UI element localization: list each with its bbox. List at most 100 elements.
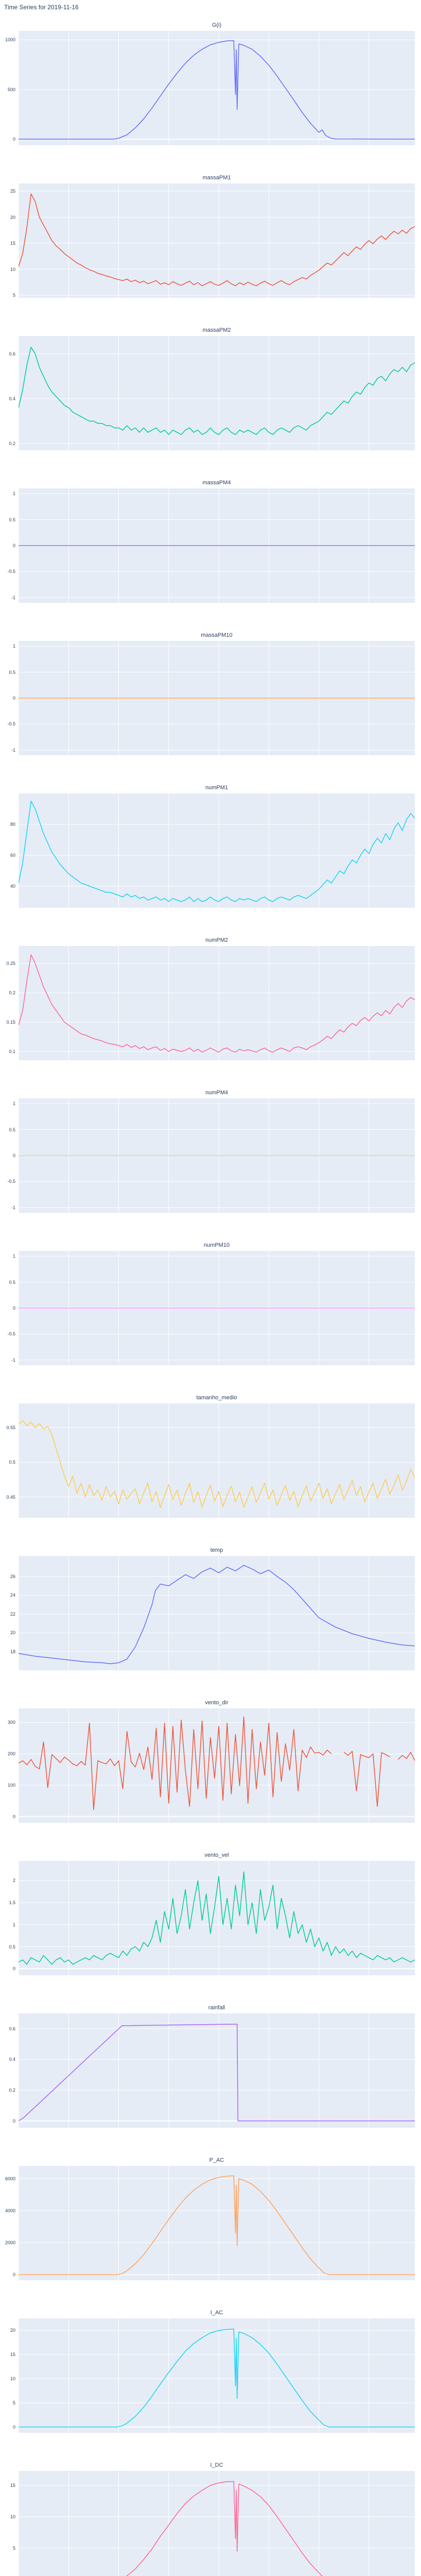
series-line bbox=[19, 193, 415, 286]
subplot-massaPM10: massaPM10 1 0.5 0 -0.5 -1 bbox=[0, 631, 421, 783]
y-tick-label: 0.55 bbox=[6, 1425, 15, 1431]
y-tick-label: 6000 bbox=[5, 2176, 15, 2181]
y-tick-label: 0.2 bbox=[9, 990, 15, 996]
y-tick-label: 80 bbox=[10, 822, 15, 827]
y-tick-label: 20 bbox=[10, 1630, 15, 1636]
subplot-massaPM1: massaPM1 5 10 15 20 25 bbox=[0, 173, 421, 326]
y-tick-label: 0.1 bbox=[9, 1048, 15, 1054]
subplot-massaPM2: massaPM2 0.2 0.4 0.6 bbox=[0, 326, 421, 478]
series-line bbox=[19, 1716, 332, 1810]
plot-area[interactable] bbox=[19, 1098, 415, 1213]
series-line bbox=[19, 2024, 415, 2122]
subplot-numPM10: numPM10 1 0.5 0 -0.5 -1 bbox=[0, 1241, 421, 1393]
y-tick-label: -1 bbox=[11, 1357, 15, 1363]
plot-area[interactable] bbox=[19, 946, 415, 1060]
y-tick-label: 4000 bbox=[5, 2208, 15, 2213]
y-tick-label: 0.5 bbox=[9, 1944, 15, 1950]
subplot-vento_dir: vento_dir 0 100 200 300 bbox=[0, 1698, 421, 1851]
plot-area[interactable] bbox=[19, 1251, 415, 1365]
subplot-title: numPM2 bbox=[205, 937, 229, 943]
y-tick-label: 0.4 bbox=[9, 396, 15, 401]
y-tick-label: 10 bbox=[10, 2514, 15, 2520]
y-tick-label: 60 bbox=[10, 853, 15, 858]
subplot-numPM2: numPM2 0.1 0.15 0.2 0.25 bbox=[0, 936, 421, 1088]
y-tick-label: 0.4 bbox=[9, 2057, 15, 2062]
series-line bbox=[19, 954, 415, 1053]
y-tick-label: 10 bbox=[10, 266, 15, 272]
series-line bbox=[19, 1420, 415, 1508]
subplot-rainfall: rainfall 0 0.2 0.4 0.6 bbox=[0, 2003, 421, 2156]
y-tick-label: 0.2 bbox=[9, 2087, 15, 2093]
subplot-title: vento_vel bbox=[204, 1852, 229, 1858]
subplot-title: G(i) bbox=[212, 22, 222, 28]
y-tick-label: 25 bbox=[10, 189, 15, 194]
series-line bbox=[19, 1565, 415, 1665]
y-tick-label: 500 bbox=[7, 87, 15, 92]
y-tick-label: 0.5 bbox=[9, 517, 15, 522]
y-tick-label: 5 bbox=[12, 2400, 15, 2405]
y-tick-label: 0 bbox=[12, 1966, 15, 1972]
y-tick-label: 1 bbox=[12, 643, 15, 649]
series-line bbox=[126, 2481, 323, 2576]
subplot-numPM4: numPM4 1 0.5 0 -0.5 -1 bbox=[0, 1088, 421, 1241]
subplot-title: numPM1 bbox=[205, 785, 229, 791]
y-tick-label: 100 bbox=[7, 1783, 15, 1788]
series-line bbox=[398, 1752, 415, 1761]
plot-area[interactable] bbox=[19, 1403, 415, 1518]
y-tick-label: 1 bbox=[12, 491, 15, 497]
plot-area[interactable] bbox=[19, 336, 415, 450]
plot-area[interactable] bbox=[19, 1556, 415, 1670]
y-tick-label: 0.5 bbox=[9, 1279, 15, 1285]
y-tick-label: 20 bbox=[10, 2328, 15, 2333]
plot-area[interactable] bbox=[19, 2166, 415, 2280]
series-line bbox=[19, 40, 415, 140]
plot-area[interactable] bbox=[19, 488, 415, 603]
plot-area[interactable] bbox=[19, 2471, 415, 2576]
y-tick-label: 2 bbox=[12, 1878, 15, 1884]
y-tick-label: 40 bbox=[10, 884, 15, 889]
y-tick-label: 0 bbox=[12, 1306, 15, 1311]
plot-area[interactable] bbox=[19, 31, 415, 145]
y-tick-label: 300 bbox=[7, 1720, 15, 1725]
plot-area[interactable] bbox=[19, 1861, 415, 1975]
y-tick-label: -0.5 bbox=[7, 1331, 15, 1337]
y-tick-label: 5 bbox=[12, 292, 15, 298]
y-tick-label: -1 bbox=[11, 595, 15, 600]
y-tick-label: 26 bbox=[10, 1574, 15, 1580]
series-line bbox=[19, 801, 415, 902]
subplot-title: massaPM2 bbox=[202, 327, 231, 333]
plot-area[interactable] bbox=[19, 641, 415, 755]
y-tick-label: 0 bbox=[12, 2118, 15, 2124]
y-tick-label: 18 bbox=[10, 1649, 15, 1654]
y-tick-label: 2000 bbox=[5, 2240, 15, 2246]
y-tick-label: -0.5 bbox=[7, 569, 15, 574]
y-tick-label: 0 bbox=[12, 2272, 15, 2278]
plot-area[interactable] bbox=[19, 183, 415, 298]
y-tick-label: 15 bbox=[10, 2483, 15, 2488]
y-tick-label: 15 bbox=[10, 241, 15, 246]
subplot-I_AC: I_AC 0 5 10 15 20 bbox=[0, 2308, 421, 2461]
plot-area[interactable] bbox=[19, 2013, 415, 2128]
figure-title: Time Series for 2019-11-16 bbox=[4, 4, 79, 11]
y-tick-label: 15 bbox=[10, 2352, 15, 2358]
subplot-P_AC: P_AC 0 2000 4000 6000 bbox=[0, 2156, 421, 2308]
subplot-title: massaPM10 bbox=[201, 632, 233, 638]
y-tick-label: 1.5 bbox=[9, 1900, 15, 1906]
y-tick-label: 0.6 bbox=[9, 351, 15, 357]
plot-area[interactable] bbox=[19, 793, 415, 908]
subplot-tamanho_medio: tamanho_medio 0.45 0.5 0.55 bbox=[0, 1393, 421, 1546]
y-tick-label: 24 bbox=[10, 1592, 15, 1598]
y-tick-label: 0.5 bbox=[9, 1460, 15, 1465]
y-tick-label: 0.5 bbox=[9, 669, 15, 675]
y-tick-label: 200 bbox=[7, 1751, 15, 1757]
y-tick-label: 0 bbox=[12, 1814, 15, 1819]
y-tick-label: 20 bbox=[10, 214, 15, 220]
series-line bbox=[19, 1871, 415, 1965]
subplot-massaPM4: massaPM4 1 0.5 0 -0.5 -1 bbox=[0, 478, 421, 631]
plot-area[interactable] bbox=[19, 1708, 415, 1823]
series-line bbox=[343, 1751, 390, 1807]
y-tick-label: 0.45 bbox=[6, 1494, 15, 1500]
plot-area[interactable] bbox=[19, 2318, 415, 2433]
subplot-title: massaPM1 bbox=[202, 175, 231, 181]
y-tick-label: -0.5 bbox=[7, 721, 15, 727]
